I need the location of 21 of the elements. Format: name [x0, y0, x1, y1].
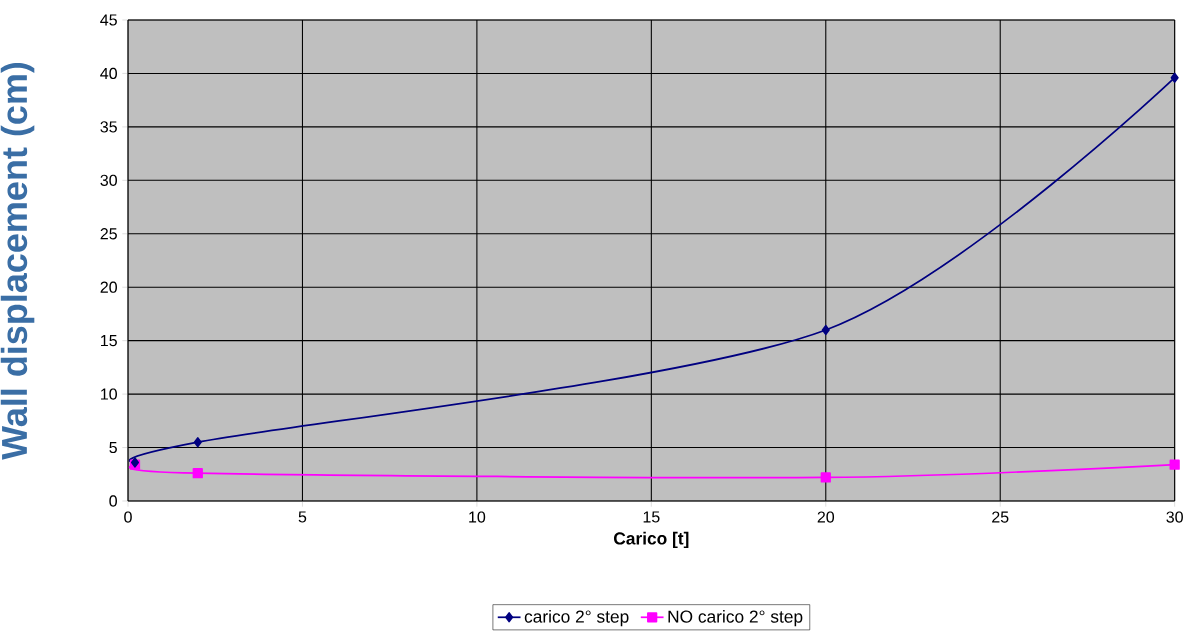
x-tick-label: 0: [124, 511, 132, 523]
y-tick-label: 35: [100, 121, 117, 133]
legend-label: carico 2° step: [524, 609, 629, 627]
x-axis-title: Carico [t]: [614, 531, 689, 549]
y-tick-label: 40: [100, 67, 117, 80]
y-tick-label: 45: [100, 14, 117, 26]
y-axis-title: Wall displacement (cm): [0, 62, 35, 460]
y-tick-label: 25: [100, 228, 117, 240]
y-tick-label: 30: [100, 174, 117, 186]
y-tick-label: 10: [101, 388, 117, 400]
x-tick-label: 25: [992, 511, 1009, 523]
x-tick-label: 10: [469, 511, 486, 523]
x-tick-label: 15: [643, 511, 660, 523]
y-tick-label: 20: [100, 281, 117, 293]
x-tick-label: 20: [817, 511, 835, 523]
y-tick-label: 0: [109, 495, 117, 507]
x-tick-label: 30: [1166, 511, 1183, 523]
legend-label: NO carico 2° step: [668, 609, 803, 627]
y-tick-label: 15: [101, 335, 117, 347]
x-tick-label: 5: [298, 511, 307, 523]
y-tick-label: 5: [109, 441, 117, 454]
